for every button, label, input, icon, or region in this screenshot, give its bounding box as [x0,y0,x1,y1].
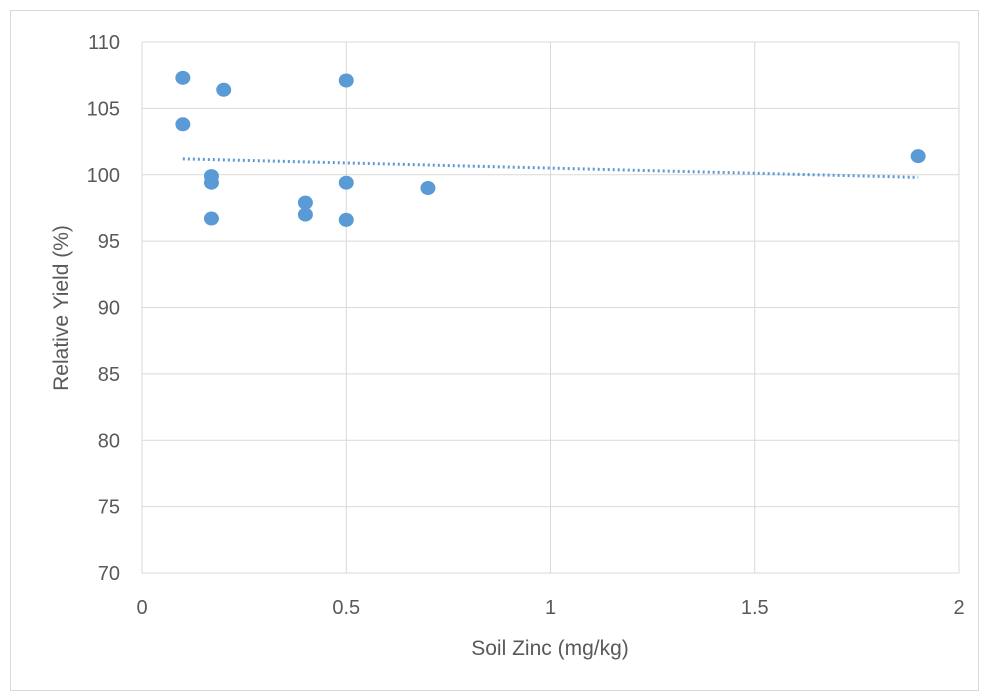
y-tick-label: 95 [98,231,120,253]
data-point [338,212,354,227]
y-tick-label: 90 [98,298,120,320]
y-axis-title: Relative Yield (%) [50,225,73,391]
gridlines [141,41,960,574]
y-tick-label: 75 [98,497,120,519]
y-tick-label: 80 [98,430,120,452]
x-tick-label: 0 [136,597,147,619]
data-point [203,175,219,190]
x-tick-label: 1 [545,597,556,619]
x-tick-label: 0.5 [332,597,360,619]
x-tick-label: 2 [953,597,964,619]
y-axis-tick-labels: 70 75 80 85 90 95 100 105 110 [87,32,120,585]
x-axis-tick-labels: 0 0.5 1 1.5 2 [136,597,964,619]
chart-area [10,10,979,691]
data-point [338,175,354,190]
data-point [297,195,313,210]
data-point [338,73,354,88]
data-point [910,149,926,164]
data-points [175,70,926,227]
y-tick-label: 110 [88,32,120,54]
data-point [216,82,232,97]
data-point [297,207,313,222]
x-axis-title: Soil Zinc (mg/kg) [471,637,629,660]
data-point [203,211,219,226]
x-tick-label: 1.5 [741,597,769,619]
y-tick-label: 70 [98,563,120,585]
y-tick-label: 85 [98,364,120,386]
y-tick-label: 100 [87,165,120,187]
data-point [175,70,191,85]
data-point [175,117,191,132]
data-point [420,181,436,196]
y-tick-label: 105 [87,98,120,120]
